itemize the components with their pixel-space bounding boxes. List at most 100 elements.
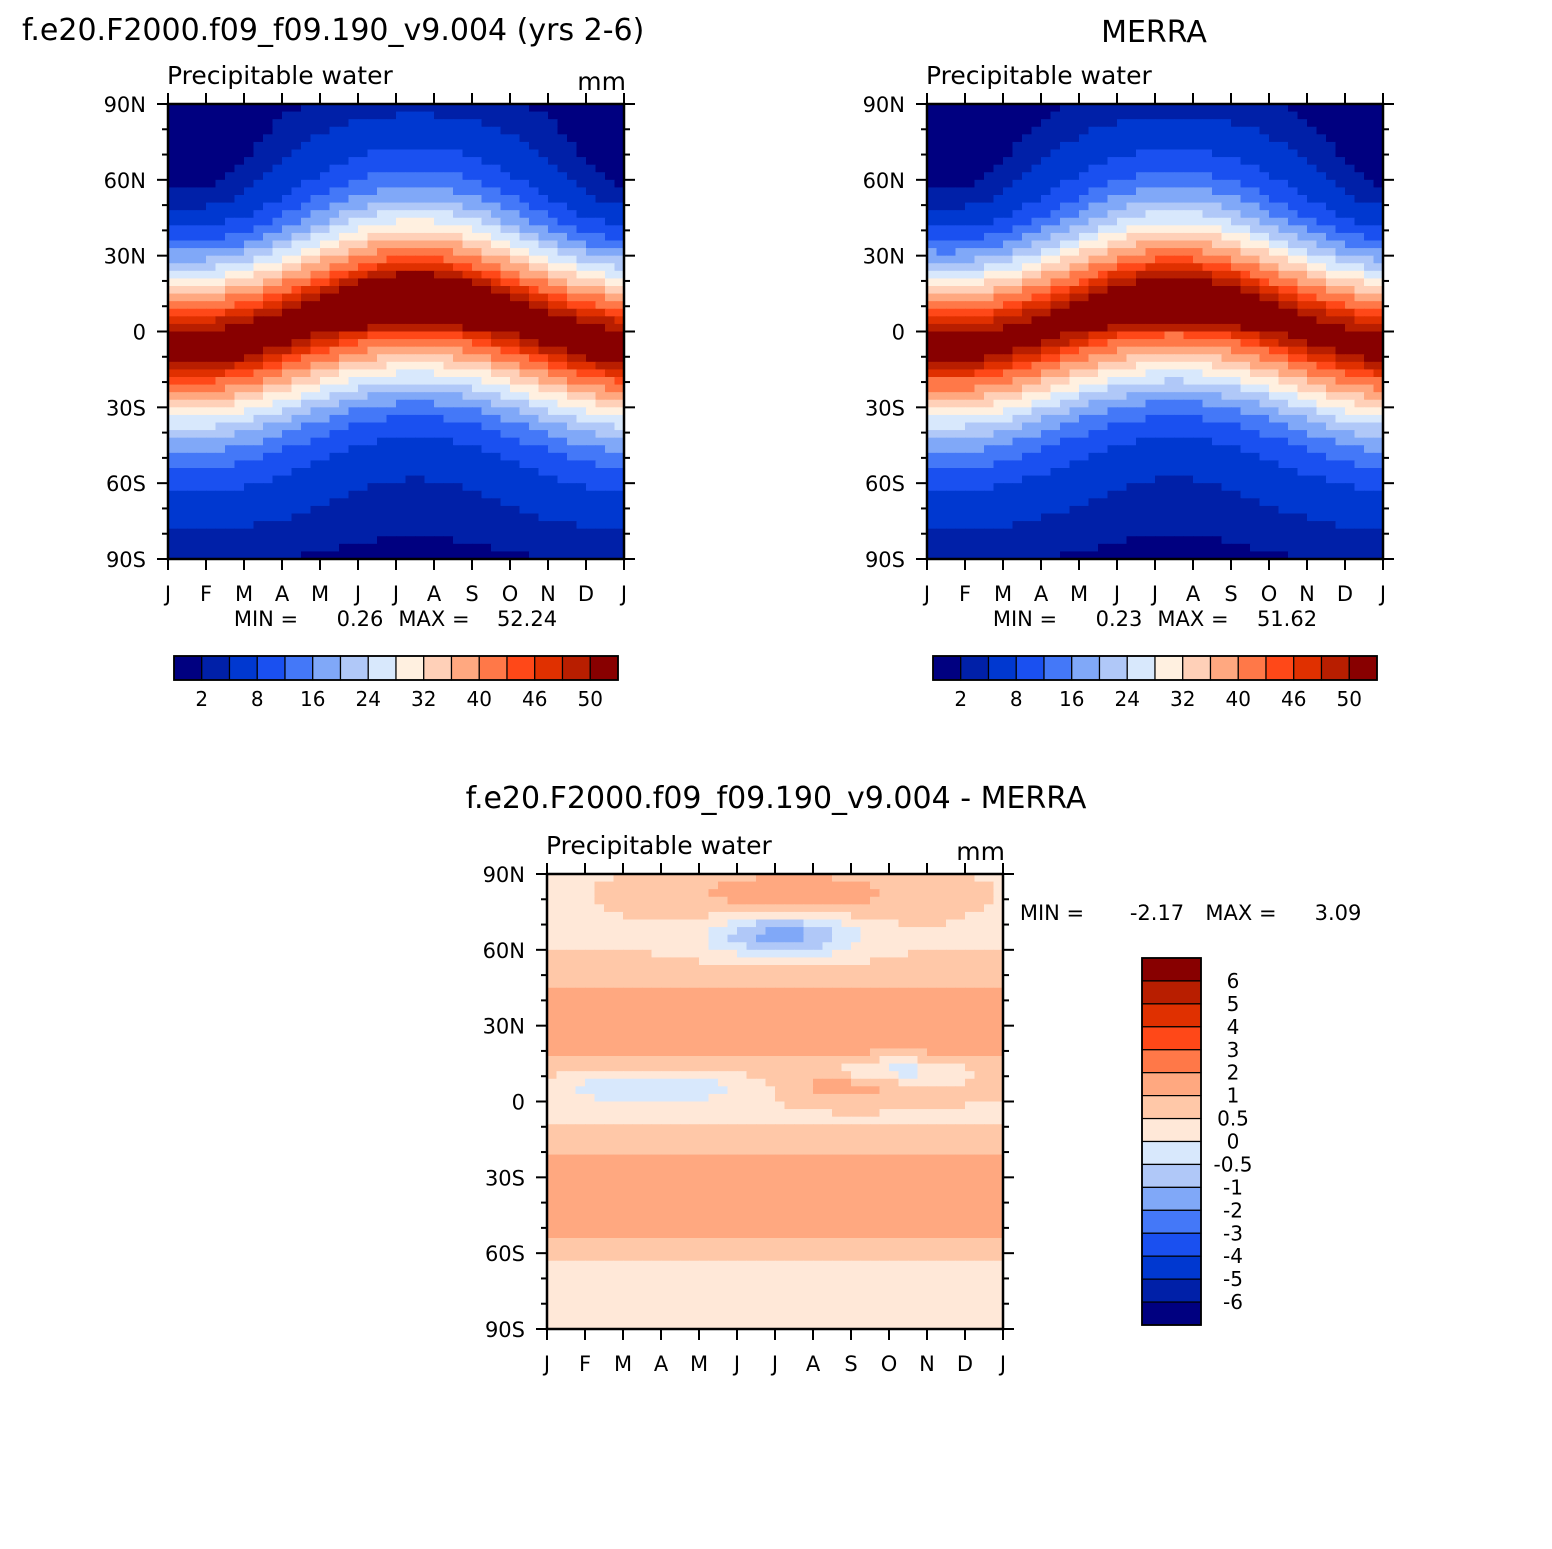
heatmap-cell xyxy=(1031,187,1042,196)
heatmap-cell xyxy=(519,316,530,325)
heatmap-cell xyxy=(1107,179,1118,189)
heatmap-cell xyxy=(955,134,966,143)
heatmap-cell xyxy=(168,217,179,226)
heatmap-cell xyxy=(377,551,388,560)
heatmap-cell xyxy=(339,361,350,371)
heatmap-cell xyxy=(1069,377,1080,386)
heatmap-cell xyxy=(1231,346,1242,355)
heatmap-cell xyxy=(1126,248,1137,257)
heatmap-cell xyxy=(1041,164,1052,173)
heatmap-cell xyxy=(1364,286,1375,295)
heatmap-cell xyxy=(1136,172,1147,181)
heatmap-cell xyxy=(936,263,947,272)
heatmap-cell xyxy=(310,278,321,287)
heatmap-cell xyxy=(196,414,207,424)
heatmap-cell xyxy=(1307,134,1318,143)
heatmap-cell xyxy=(1373,369,1384,378)
heatmap-cell xyxy=(1316,217,1327,226)
heatmap-cell xyxy=(1088,301,1099,310)
heatmap-cell xyxy=(481,225,492,234)
heatmap-cell xyxy=(244,119,255,128)
y-tick-label: 90S xyxy=(106,548,146,572)
heatmap-cell xyxy=(282,270,293,280)
heatmap-cell xyxy=(377,483,388,492)
heatmap-cell xyxy=(595,551,606,560)
heatmap-cell xyxy=(1335,339,1346,348)
heatmap-cell xyxy=(576,126,587,135)
heatmap-cell xyxy=(1240,172,1251,181)
heatmap-cell xyxy=(225,278,236,287)
heatmap-cell xyxy=(1183,361,1194,371)
heatmap-cell xyxy=(415,248,426,257)
heatmap-cell xyxy=(310,134,321,143)
heatmap-cell xyxy=(1278,308,1289,317)
heatmap-cell xyxy=(605,536,616,545)
heatmap-cell xyxy=(1240,331,1251,340)
heatmap-cell xyxy=(310,399,321,408)
heatmap-cell xyxy=(1060,187,1071,196)
heatmap-cell xyxy=(481,407,492,416)
heatmap-cell xyxy=(1041,210,1052,219)
heatmap-cell xyxy=(1193,134,1204,143)
heatmap-cell xyxy=(1041,157,1052,166)
heatmap-cell xyxy=(215,483,226,492)
heatmap-cell xyxy=(187,232,198,242)
heatmap-cell xyxy=(396,149,407,158)
heatmap-cell xyxy=(576,346,587,355)
heatmap-cell xyxy=(1240,369,1251,378)
heatmap-cell xyxy=(206,490,217,499)
heatmap-cell xyxy=(974,331,985,340)
heatmap-cell xyxy=(1145,399,1156,408)
heatmap-cell xyxy=(500,460,511,469)
heatmap-cell xyxy=(1288,263,1299,272)
heatmap-cell xyxy=(1354,217,1365,226)
heatmap-cell xyxy=(367,263,378,272)
heatmap-cell xyxy=(196,377,207,386)
heatmap-cell xyxy=(348,263,359,272)
heatmap-cell xyxy=(1155,414,1166,424)
heatmap-cell xyxy=(386,528,397,537)
heatmap-cell xyxy=(519,483,530,492)
heatmap-cell xyxy=(1364,308,1375,317)
heatmap-cell xyxy=(595,149,606,158)
heatmap-cell xyxy=(1354,331,1365,340)
heatmap-cell xyxy=(1003,255,1014,264)
heatmap-cell xyxy=(529,361,540,371)
heatmap-cell xyxy=(329,225,340,234)
heatmap-cell xyxy=(272,316,283,325)
heatmap-cell xyxy=(586,210,597,219)
heatmap-cell xyxy=(225,119,236,128)
heatmap-cell xyxy=(1003,149,1014,158)
heatmap-cell xyxy=(1307,119,1318,128)
heatmap-cell xyxy=(1174,377,1185,386)
heatmap-cell xyxy=(282,210,293,219)
heatmap-cell xyxy=(586,483,597,492)
heatmap-cell xyxy=(965,225,976,234)
heatmap-cell xyxy=(1174,255,1185,264)
heatmap-cell xyxy=(1326,301,1337,310)
heatmap-cell xyxy=(291,270,302,280)
heatmap-cell xyxy=(927,126,938,135)
heatmap-cell xyxy=(196,248,207,257)
heatmap-cell xyxy=(1278,157,1289,166)
heatmap-cell xyxy=(320,308,331,317)
heatmap-cell xyxy=(1003,361,1014,371)
heatmap-cell xyxy=(377,536,388,545)
heatmap-cell xyxy=(1050,141,1061,151)
heatmap-cell xyxy=(1269,104,1280,113)
heatmap-cell xyxy=(424,149,435,158)
heatmap-cell xyxy=(955,126,966,135)
heatmap-cell xyxy=(272,286,283,295)
heatmap-cell xyxy=(196,232,207,242)
heatmap-cell xyxy=(1069,293,1080,302)
heatmap-cell xyxy=(955,202,966,211)
heatmap-cell xyxy=(253,293,264,302)
heatmap-cell xyxy=(282,354,293,363)
heatmap-cell xyxy=(1250,331,1261,340)
heatmap-cell xyxy=(234,111,245,120)
heatmap-cell xyxy=(1174,331,1185,340)
heatmap-cell xyxy=(1164,119,1175,128)
heatmap-cell xyxy=(605,104,616,113)
heatmap-cell xyxy=(187,141,198,151)
heatmap-cell xyxy=(244,483,255,492)
